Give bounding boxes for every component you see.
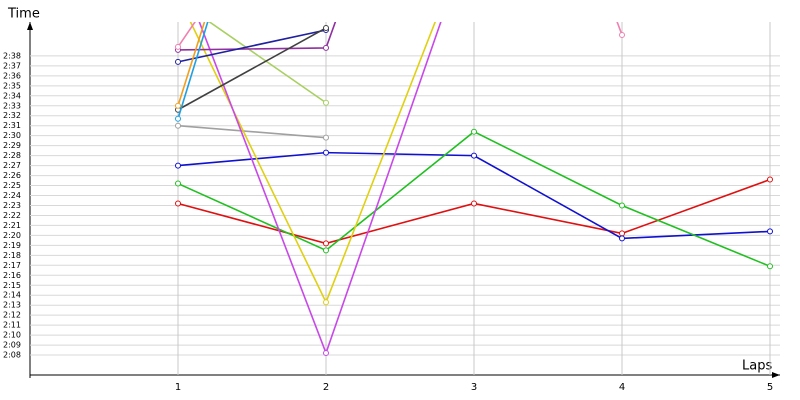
series-line: [177, 22, 206, 107]
series-line: [177, 22, 209, 119]
point: [767, 263, 773, 270]
point: [323, 149, 329, 156]
point: [175, 122, 181, 129]
y-tick-label: 2:34: [3, 91, 21, 100]
y-tick-label: 2:21: [3, 221, 21, 230]
point: [323, 299, 329, 306]
series-line: [208, 22, 327, 104]
point: [323, 134, 329, 141]
series-line: [177, 22, 623, 48]
plot-area: [30, 0, 780, 375]
y-tick-label: 2:30: [3, 131, 21, 140]
x-tick-label: 4: [619, 382, 625, 393]
point: [175, 102, 181, 109]
y-tick-label: 2:31: [3, 121, 21, 130]
point: [175, 180, 181, 187]
y-tick-label: 2:10: [3, 331, 21, 340]
point: [175, 58, 181, 65]
point: [619, 202, 625, 209]
y-tick-label: 2:28: [3, 151, 21, 160]
point: [323, 247, 329, 254]
y-tick-label: 2:25: [3, 181, 21, 190]
y-tick-label: 2:29: [3, 141, 21, 150]
y-tick-label: 2:17: [3, 261, 21, 270]
y-tick-label: 2:38: [3, 51, 21, 60]
point: [175, 115, 181, 122]
x-tick-label: 5: [767, 382, 773, 393]
point: [323, 99, 329, 106]
y-tick-label: 2:09: [3, 341, 21, 350]
point: [619, 31, 625, 38]
y-tick-label: 2:11: [3, 321, 21, 330]
y-tick-label: 2:08: [3, 351, 21, 360]
y-tick-label: 2:18: [3, 251, 21, 260]
y-tick-label: 2:37: [3, 61, 21, 70]
y-tick-label: 2:22: [3, 211, 21, 220]
point: [323, 24, 329, 31]
y-tick-label: 2:15: [3, 281, 21, 290]
y-tick-label: 2:12: [3, 311, 21, 320]
y-tick-label: 2:13: [3, 301, 21, 310]
y-tick-label: 2:19: [3, 241, 21, 250]
point: [619, 230, 625, 237]
y-tick-label: 2:33: [3, 101, 21, 110]
y-arrow: [27, 22, 33, 30]
point: [175, 200, 181, 207]
x-tick-label: 1: [175, 382, 181, 393]
point: [471, 128, 477, 135]
y-tick-label: 2:14: [3, 291, 21, 300]
y-tick-label: 2:27: [3, 161, 21, 170]
x-tick-label: 2: [323, 382, 329, 393]
y-axis-label: Time: [7, 7, 40, 22]
point: [175, 162, 181, 169]
point: [175, 43, 181, 50]
point: [323, 350, 329, 357]
x-arrow: [772, 372, 780, 378]
point: [471, 152, 477, 159]
series-line: [177, 27, 327, 111]
point: [767, 228, 773, 235]
series-line: [177, 124, 327, 139]
y-tick-label: 2:32: [3, 111, 21, 120]
point: [176, 0, 181, 3]
point: [767, 176, 773, 183]
series-line: [177, 29, 327, 63]
y-tick-label: 2:26: [3, 171, 21, 180]
x-tick-label: 3: [471, 382, 477, 393]
y-tick-label: 2:35: [3, 81, 21, 90]
point: [471, 200, 477, 207]
point: [323, 240, 329, 247]
y-tick-label: 2:23: [3, 201, 21, 210]
point: [323, 44, 329, 51]
y-tick-label: 2:36: [3, 71, 21, 80]
y-tick-label: 2:16: [3, 271, 21, 280]
y-tick-label: 2:24: [3, 191, 21, 200]
point: [619, 235, 625, 242]
x-axis-label: Laps: [742, 359, 772, 374]
y-tick-label: 2:20: [3, 231, 21, 240]
